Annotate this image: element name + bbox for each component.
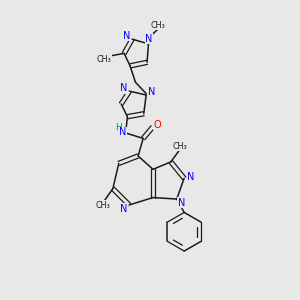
Text: CH₃: CH₃ — [96, 201, 110, 210]
Text: N: N — [187, 172, 194, 182]
Text: N: N — [119, 127, 127, 137]
Text: H: H — [115, 123, 122, 132]
Text: N: N — [120, 83, 127, 93]
Text: N: N — [120, 204, 128, 214]
Text: N: N — [146, 34, 153, 44]
Text: N: N — [148, 87, 155, 97]
Text: N: N — [178, 198, 185, 208]
Text: CH₃: CH₃ — [172, 142, 187, 151]
Text: CH₃: CH₃ — [150, 21, 165, 30]
Text: N: N — [123, 31, 130, 40]
Text: O: O — [154, 120, 161, 130]
Text: CH₃: CH₃ — [97, 55, 112, 64]
